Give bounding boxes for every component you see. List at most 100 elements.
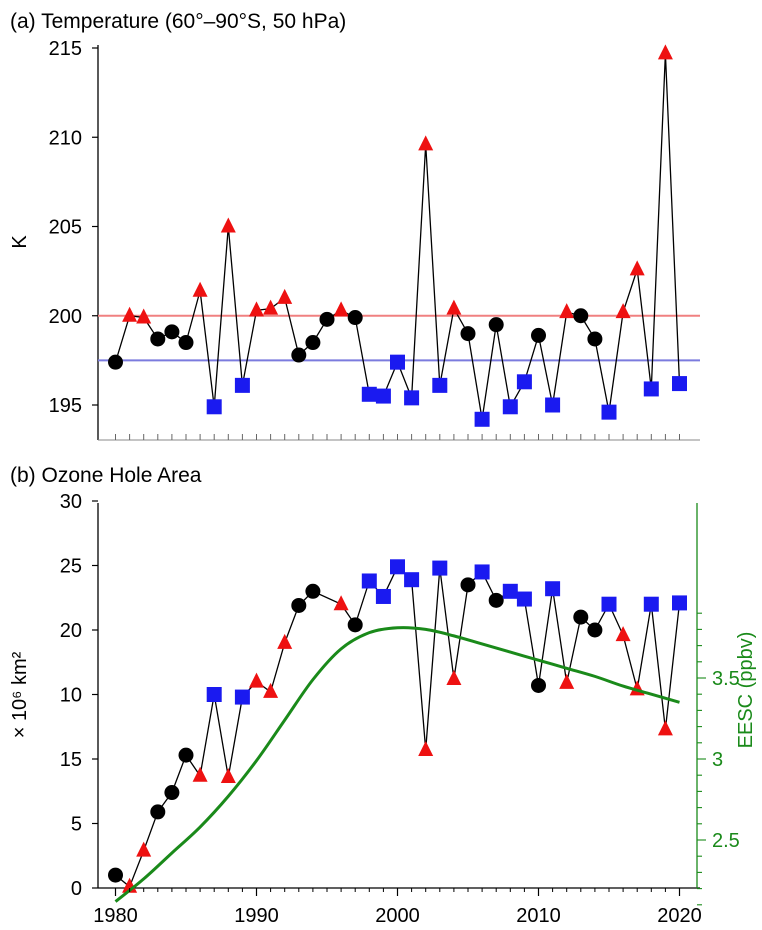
data-point-circle: [178, 335, 194, 351]
data-point-triangle: [220, 217, 236, 233]
temperature-tick-205: 205: [49, 217, 82, 239]
data-point-square: [234, 377, 250, 393]
data-point-triangle: [249, 301, 264, 317]
ozone-tick-20: 20: [60, 620, 82, 642]
eesc-y-ticks: 2.5 3 3.5: [712, 668, 740, 852]
temperature-series: [108, 44, 687, 427]
data-point-square: [375, 388, 391, 404]
data-point-square: [206, 399, 222, 415]
data-point-square: [390, 559, 405, 575]
x-tick-2010: 2010: [516, 905, 561, 927]
data-point-circle: [347, 617, 363, 633]
data-point-circle: [587, 622, 603, 638]
ozone-tick-30: 30: [60, 491, 82, 513]
data-point-circle: [305, 583, 321, 599]
data-point-triangle: [333, 301, 349, 317]
data-point-circle: [291, 347, 307, 363]
data-point-square: [234, 689, 250, 705]
x-tick-1990: 1990: [234, 905, 279, 927]
temperature-panel: (a) Temperature (60°–90°S, 50 hPa) 195 2…: [9, 10, 700, 441]
ozone-tick-25: 25: [60, 556, 82, 578]
ozone-y-label: × 10⁶ km²: [9, 651, 31, 738]
data-point-circle: [108, 867, 123, 883]
data-point-triangle: [192, 281, 208, 297]
data-point-square: [206, 687, 222, 702]
data-point-square: [432, 377, 448, 393]
data-point-square: [601, 596, 617, 612]
data-point-circle: [587, 331, 603, 347]
data-point-circle: [291, 597, 307, 613]
data-point-triangle: [277, 288, 293, 304]
data-point-triangle: [615, 626, 631, 642]
data-point-triangle: [263, 682, 279, 698]
data-point-triangle: [263, 299, 279, 315]
x-tick-1980: 1980: [93, 905, 138, 927]
temperature-y-label: K: [9, 235, 31, 249]
data-point-triangle: [122, 306, 138, 322]
data-point-square: [375, 588, 391, 604]
eesc-tick-3: 3: [712, 749, 723, 771]
data-point-circle: [150, 804, 166, 820]
data-point-square: [601, 404, 617, 420]
data-point-square: [643, 596, 659, 612]
eesc-tick-2-5: 2.5: [712, 830, 740, 852]
data-point-triangle: [333, 595, 349, 611]
data-point-square: [474, 411, 490, 427]
temperature-tick-210: 210: [49, 127, 82, 149]
temperature-y-ticks: 195 200 205 210 215: [49, 38, 82, 417]
ozone-x-ticks: 1980 1990 2000 2010 2020: [93, 905, 702, 927]
data-point-circle: [347, 310, 363, 326]
data-point-circle: [488, 317, 504, 333]
eesc-curve: [114, 626, 680, 903]
data-point-triangle: [192, 766, 208, 782]
temperature-tick-215: 215: [49, 38, 82, 60]
ozone-panel: (b) Ozone Hole Area 0 5 15 10 20 25 30 1…: [9, 464, 757, 927]
data-point-circle: [460, 577, 476, 593]
temperature-title: (a) Temperature (60°–90°S, 50 hPa): [10, 10, 346, 33]
data-point-circle: [531, 677, 546, 693]
ozone-title: (b) Ozone Hole Area: [10, 464, 202, 487]
data-point-circle: [164, 324, 180, 340]
data-point-square: [516, 374, 532, 390]
data-point-triangle: [418, 740, 434, 756]
data-point-circle: [305, 335, 321, 351]
data-point-circle: [573, 308, 589, 324]
ozone-tick-10: 10: [60, 685, 82, 707]
data-point-square: [404, 572, 420, 588]
eesc-y-label: EESC (ppbv): [735, 632, 757, 749]
data-point-triangle: [657, 44, 673, 60]
data-point-circle: [531, 327, 546, 343]
data-point-triangle: [559, 303, 575, 319]
ozone-tick-0: 0: [71, 878, 82, 900]
data-point-triangle: [136, 308, 152, 324]
data-point-square: [474, 564, 490, 580]
data-point-square: [361, 386, 377, 402]
data-point-square: [672, 595, 687, 611]
data-point-square: [404, 390, 420, 406]
ozone-series: [108, 559, 687, 893]
data-point-triangle: [615, 303, 631, 319]
data-point-triangle: [277, 633, 293, 649]
data-point-square: [390, 354, 405, 370]
data-point-circle: [108, 354, 123, 370]
data-point-square: [545, 581, 561, 597]
x-tick-2000: 2000: [375, 905, 420, 927]
data-point-circle: [164, 785, 180, 801]
data-point-circle: [573, 609, 589, 625]
data-point-triangle: [136, 841, 152, 857]
data-point-square: [361, 573, 377, 589]
data-point-circle: [460, 326, 476, 342]
data-point-square: [545, 397, 561, 413]
data-point-triangle: [418, 135, 434, 151]
data-point-triangle: [446, 670, 462, 686]
data-point-triangle: [220, 768, 236, 784]
x-tick-2020: 2020: [657, 905, 702, 927]
ozone-tick-5: 5: [71, 814, 82, 836]
ozone-y-ticks: 0 5 15 10 20 25 30: [60, 491, 82, 900]
data-point-circle: [319, 311, 335, 327]
data-point-square: [502, 583, 518, 599]
ozone-line: [115, 565, 681, 888]
temperature-tick-200: 200: [49, 306, 82, 328]
eesc-tick-3-5: 3.5: [712, 668, 740, 690]
